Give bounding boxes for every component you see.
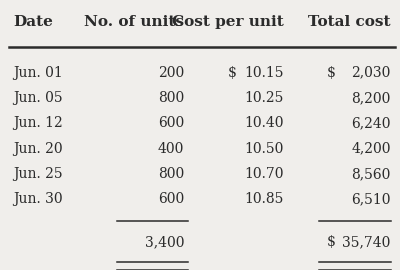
Text: 6,510: 6,510 <box>351 193 391 207</box>
Text: 800: 800 <box>158 91 184 105</box>
Text: No. of units: No. of units <box>84 15 184 29</box>
Text: Total cost: Total cost <box>308 15 391 29</box>
Text: $: $ <box>327 66 336 80</box>
Text: 2,030: 2,030 <box>351 66 391 80</box>
Text: 10.70: 10.70 <box>244 167 284 181</box>
Text: Jun. 05: Jun. 05 <box>13 91 63 105</box>
Text: 3,400: 3,400 <box>145 235 184 249</box>
Text: 10.15: 10.15 <box>244 66 284 80</box>
Text: Jun. 25: Jun. 25 <box>13 167 63 181</box>
Text: 600: 600 <box>158 116 184 130</box>
Text: 800: 800 <box>158 167 184 181</box>
Text: Jun. 01: Jun. 01 <box>13 66 63 80</box>
Text: 10.25: 10.25 <box>244 91 284 105</box>
Text: Cost per unit: Cost per unit <box>172 15 284 29</box>
Text: $: $ <box>327 235 336 249</box>
Text: 200: 200 <box>158 66 184 80</box>
Text: 10.50: 10.50 <box>244 142 284 156</box>
Text: Jun. 30: Jun. 30 <box>13 193 63 207</box>
Text: 6,240: 6,240 <box>351 116 391 130</box>
Text: $: $ <box>228 66 237 80</box>
Text: Jun. 20: Jun. 20 <box>13 142 63 156</box>
Text: Jun. 12: Jun. 12 <box>13 116 63 130</box>
Text: 8,200: 8,200 <box>351 91 391 105</box>
Text: Date: Date <box>13 15 53 29</box>
Text: 10.85: 10.85 <box>244 193 284 207</box>
Text: 35,740: 35,740 <box>342 235 391 249</box>
Text: 4,200: 4,200 <box>351 142 391 156</box>
Text: 10.40: 10.40 <box>244 116 284 130</box>
Text: 600: 600 <box>158 193 184 207</box>
Text: 8,560: 8,560 <box>351 167 391 181</box>
Text: 400: 400 <box>158 142 184 156</box>
